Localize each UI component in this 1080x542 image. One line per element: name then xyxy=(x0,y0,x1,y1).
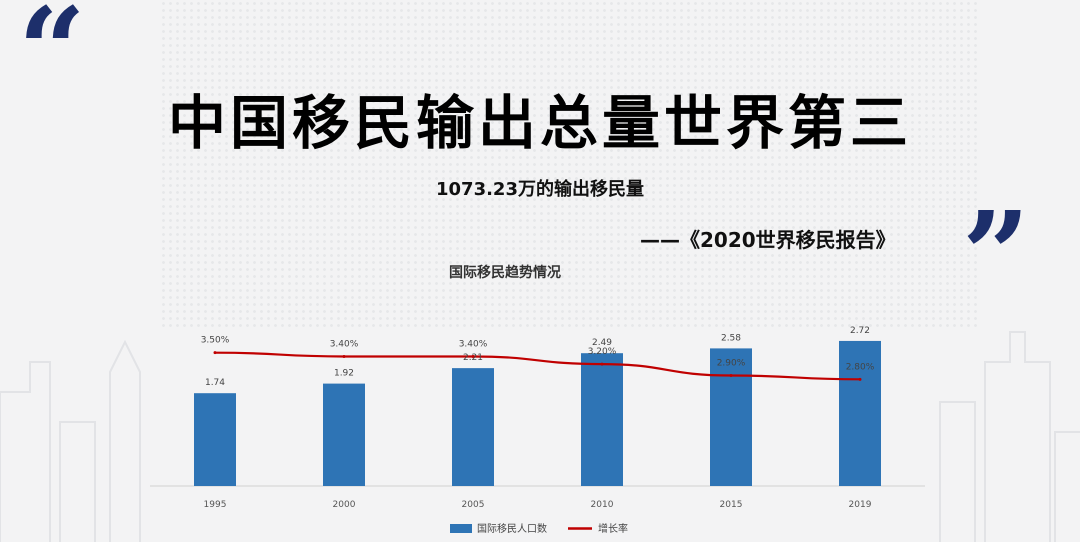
x-tick-label: 2005 xyxy=(462,500,485,510)
bar-2000 xyxy=(323,383,365,486)
bar-value-label: 2.58 xyxy=(721,333,741,343)
bar-2005 xyxy=(452,368,494,486)
growth-rate-line xyxy=(214,351,861,381)
slide-subtitle: 1073.23万的输出移民量 xyxy=(436,179,644,200)
x-tick-label: 2015 xyxy=(720,500,743,510)
bar-2015 xyxy=(710,348,752,486)
growth-rate-point xyxy=(471,354,475,358)
bar-2019 xyxy=(839,340,881,486)
x-tick-label: 2010 xyxy=(591,500,614,510)
growth-rate-label: 3.40% xyxy=(459,339,488,349)
slide-title: 中国移民输出总量世界第三 xyxy=(167,89,912,157)
legend-label-line: 增长率 xyxy=(598,522,628,535)
chart-title: 国际移民趋势情况 xyxy=(449,264,561,281)
growth-rate-point xyxy=(729,374,733,378)
x-tick-label: 1995 xyxy=(204,500,227,510)
x-tick-label: 2000 xyxy=(333,500,356,510)
bar-value-label: 1.74 xyxy=(205,378,225,388)
legend-label-bars: 国际移民人口数 xyxy=(477,522,547,535)
close-quote-mark: ” xyxy=(962,185,1030,324)
open-quote-mark: “ xyxy=(18,0,86,120)
growth-rate-label: 3.40% xyxy=(330,339,359,349)
growth-rate-point xyxy=(600,362,604,366)
x-tick-label: 2019 xyxy=(849,500,872,510)
growth-rate-label: 2.80% xyxy=(846,362,875,372)
growth-rate-point xyxy=(342,354,346,358)
growth-rate-label: 3.50% xyxy=(201,336,230,346)
migration-trend-chart: 国际移民趋势情况 1.74 1.92 2.21 2.49 2.58 2.72 3.50% 3.… xyxy=(150,264,925,535)
growth-rate-point xyxy=(213,351,217,355)
growth-rate-label: 2.90% xyxy=(717,359,746,369)
report-source: ——《2020世界移民报告》 xyxy=(640,228,896,252)
world-map-dots-background xyxy=(160,0,980,330)
growth-rate-point xyxy=(858,377,862,381)
bar-value-label: 2.49 xyxy=(592,338,612,348)
growth-rate-label: 3.20% xyxy=(588,347,617,357)
bar-1995 xyxy=(194,393,236,486)
legend-swatch-bars xyxy=(450,524,472,533)
bar-2010 xyxy=(581,353,623,486)
city-skyline-background xyxy=(0,331,1080,542)
bar-value-label: 1.92 xyxy=(334,369,354,379)
bar-value-label: 2.72 xyxy=(850,326,870,336)
bar-value-label: 2.21 xyxy=(463,353,483,363)
